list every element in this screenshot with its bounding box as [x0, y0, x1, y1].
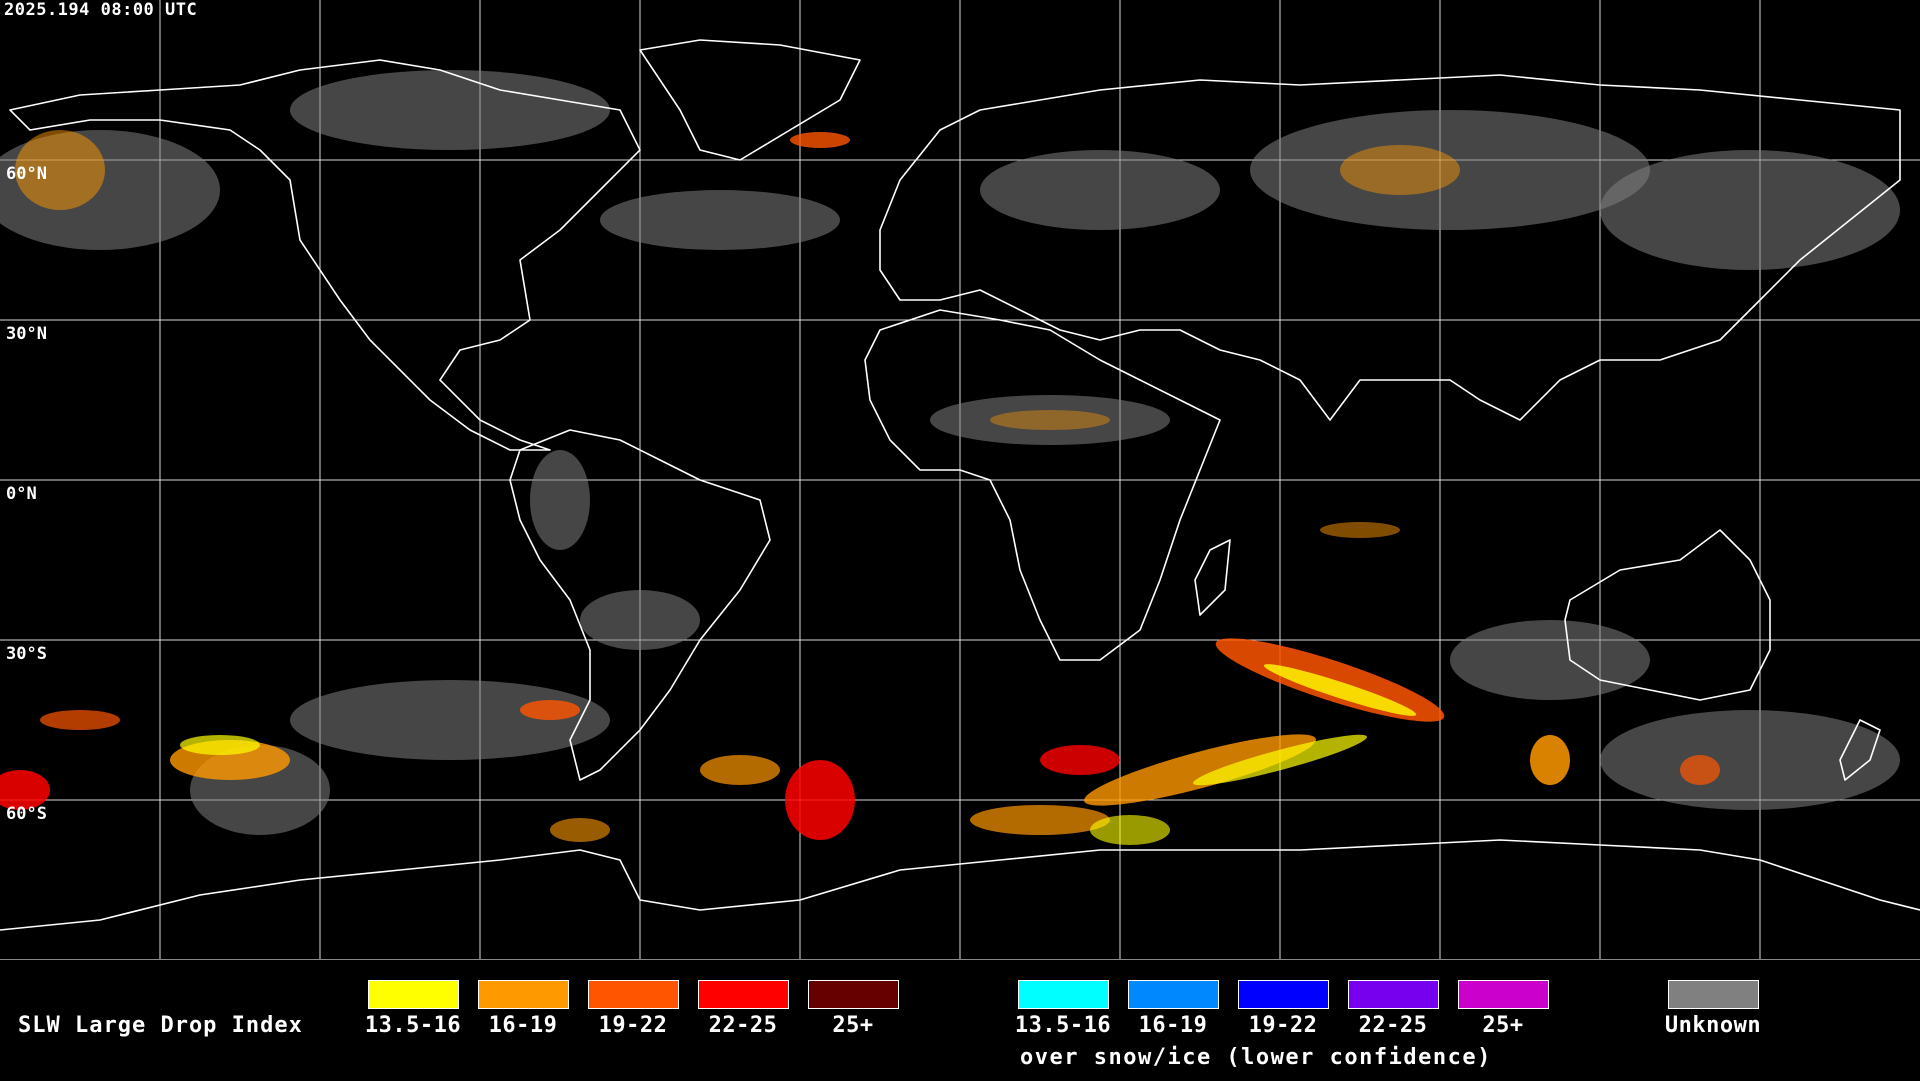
timestamp: 2025.194 08:00 UTC — [4, 0, 198, 20]
swatch-snow-3 — [1238, 980, 1329, 1009]
swatch-snow-5 — [1458, 980, 1549, 1009]
coastlines — [0, 39, 1920, 931]
swatch-primary-label-2: 16-19 — [488, 1013, 558, 1038]
lat-label-60n: 60°N — [6, 164, 47, 184]
lat-label-30s: 30°S — [6, 644, 47, 664]
slw-patches — [0, 130, 1720, 845]
legend-title: SLW Large Drop Index — [18, 1013, 303, 1038]
lat-label-30n: 30°N — [6, 324, 47, 344]
lat-label-0n: 0°N — [6, 484, 37, 504]
world-map — [0, 0, 1920, 959]
swatch-snow-label-4: 22-25 — [1358, 1013, 1428, 1038]
cloud-patches — [0, 70, 1900, 835]
snow-ice-note: over snow/ice (lower confidence) — [1020, 1045, 1492, 1070]
swatch-primary-label-4: 22-25 — [708, 1013, 778, 1038]
swatch-primary-4 — [698, 980, 789, 1009]
swatch-snow-4 — [1348, 980, 1439, 1009]
swatch-primary-1 — [368, 980, 459, 1009]
swatch-unknown-label: Unknown — [1664, 1013, 1762, 1038]
swatch-snow-2 — [1128, 980, 1219, 1009]
swatch-primary-label-5: 25+ — [832, 1013, 874, 1038]
swatch-primary-5 — [808, 980, 899, 1009]
swatch-snow-label-5: 25+ — [1482, 1013, 1524, 1038]
swatch-unknown — [1668, 980, 1759, 1009]
swatch-snow-1 — [1018, 980, 1109, 1009]
map-area: 2025.194 08:00 UTC 60°N 30°N 0°N 30°S 60… — [0, 0, 1920, 959]
swatch-snow-label-3: 19-22 — [1248, 1013, 1318, 1038]
swatch-primary-3 — [588, 980, 679, 1009]
lat-label-60s: 60°S — [6, 804, 47, 824]
swatch-snow-label-2: 16-19 — [1138, 1013, 1208, 1038]
swatch-primary-label-1: 13.5-16 — [364, 1013, 462, 1038]
swatch-primary-label-3: 19-22 — [598, 1013, 668, 1038]
swatch-primary-2 — [478, 980, 569, 1009]
legend: SLW Large Drop Index 13.5-16 16-19 19-22… — [0, 959, 1920, 1081]
swatch-snow-label-1: 13.5-16 — [1014, 1013, 1112, 1038]
